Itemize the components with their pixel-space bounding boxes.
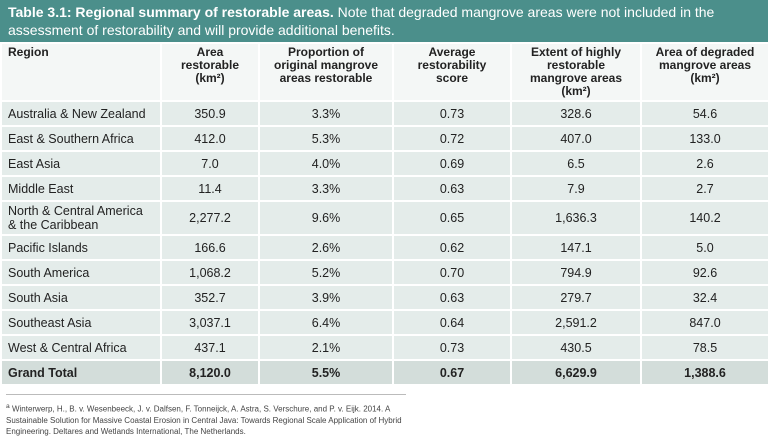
cell: 412.0 [160,125,260,152]
cell: 140.2 [640,200,768,236]
table-row: Pacific Islands 166.6 2.6% 0.62 147.1 5.0 [0,234,768,261]
row-label: Australia & New Zealand [0,100,162,127]
row-label: Pacific Islands [0,234,162,261]
cell: 0.63 [392,284,512,311]
cell: 3.9% [258,284,394,311]
cell: 32.4 [640,284,768,311]
cell: 133.0 [640,125,768,152]
row-label: Middle East [0,175,162,202]
total-row: Grand Total 8,120.0 5.5% 0.67 6,629.9 1,388.6 [0,359,768,386]
row-label: East Asia [0,150,162,177]
caption: Table 3.1: Regional summary of restorabl… [0,0,768,42]
cell: 0.64 [392,309,512,336]
table-row: East Asia 7.0 4.0% 0.69 6.5 2.6 [0,150,768,177]
cell: 430.5 [510,334,642,361]
cell: 0.69 [392,150,512,177]
footnote: a Winterwerp, H., B. v. Wesenbeeck, J. v… [6,394,406,437]
column-header: Area of degraded mangrove areas (km²) [640,42,768,102]
table-row: West & Central Africa 437.1 2.1% 0.73 430.5 7… [0,334,768,361]
cell: 4.0% [258,150,394,177]
table-row: South Asia 352.7 3.9% 0.63 279.7 32.4 [0,284,768,311]
total-cell: 1,388.6 [640,359,768,386]
cell: 2.7 [640,175,768,202]
cell: 6.4% [258,309,394,336]
cell: 328.6 [510,100,642,127]
cell: 352.7 [160,284,260,311]
cell: 2.6% [258,234,394,261]
cell: 407.0 [510,125,642,152]
cell: 166.6 [160,234,260,261]
cell: 7.0 [160,150,260,177]
total-cell: 8,120.0 [160,359,260,386]
column-header: Region [0,42,162,102]
table-row: East & Southern Africa 412.0 5.3% 0.72 407.0… [0,125,768,152]
total-label: Grand Total [0,359,162,386]
total-cell: 0.67 [392,359,512,386]
table-row: Southeast Asia 3,037.1 6.4% 0.64 2,591.2 847.… [0,309,768,336]
cell: 0.70 [392,259,512,286]
cell: 92.6 [640,259,768,286]
row-label: North & Central America & the Caribbean [0,200,162,236]
row-label: South America [0,259,162,286]
cell: 0.72 [392,125,512,152]
caption-text: Note that degraded mangrove areas were n… [8,4,715,38]
cell: 847.0 [640,309,768,336]
cell: 78.5 [640,334,768,361]
table-row: North & Central America & the Caribbean 2… [0,200,768,236]
column-header: Proportion of original mangrove areas re… [258,42,394,102]
cell: 279.7 [510,284,642,311]
column-header: Area restorable (km²) [160,42,260,102]
cell: 2,591.2 [510,309,642,336]
cell: 11.4 [160,175,260,202]
footnote-text: Winterwerp, H., B. v. Wesenbeeck, J. v. … [6,404,402,436]
table-row: Australia & New Zealand 350.9 3.3% 0.73 328.… [0,100,768,127]
cell: 350.9 [160,100,260,127]
cell: 9.6% [258,200,394,236]
column-header: Average restorability score [392,42,512,102]
cell: 7.9 [510,175,642,202]
cell: 2,277.2 [160,200,260,236]
cell: 0.63 [392,175,512,202]
cell: 437.1 [160,334,260,361]
cell: 5.0 [640,234,768,261]
cell: 5.2% [258,259,394,286]
total-cell: 5.5% [258,359,394,386]
row-label: West & Central Africa [0,334,162,361]
header-row: Region Area restorable (km²) Proportion of… [0,42,768,102]
cell: 2.6 [640,150,768,177]
cell: 3.3% [258,100,394,127]
table-row: South America 1,068.2 5.2% 0.70 794.9 92.6 [0,259,768,286]
column-header: Extent of highly restorable mangrove are… [510,42,642,102]
cell: 147.1 [510,234,642,261]
table-body: Australia & New Zealand 350.9 3.3% 0.73 328.… [0,100,768,386]
cell: 6.5 [510,150,642,177]
table-row: Middle East 11.4 3.3% 0.63 7.9 2.7 [0,175,768,202]
cell: 0.73 [392,100,512,127]
cell: 1,636.3 [510,200,642,236]
caption-title: Table 3.1: Regional summary of restorabl… [8,4,334,20]
cell: 794.9 [510,259,642,286]
cell: 54.6 [640,100,768,127]
total-cell: 6,629.9 [510,359,642,386]
row-label: South Asia [0,284,162,311]
cell: 0.73 [392,334,512,361]
row-label: East & Southern Africa [0,125,162,152]
cell: 3.3% [258,175,394,202]
cell: 5.3% [258,125,394,152]
cell: 0.65 [392,200,512,236]
cell: 3,037.1 [160,309,260,336]
cell: 0.62 [392,234,512,261]
cell: 1,068.2 [160,259,260,286]
cell: 2.1% [258,334,394,361]
row-label: Southeast Asia [0,309,162,336]
table: Region Area restorable (km²) Proportion of… [0,42,768,386]
